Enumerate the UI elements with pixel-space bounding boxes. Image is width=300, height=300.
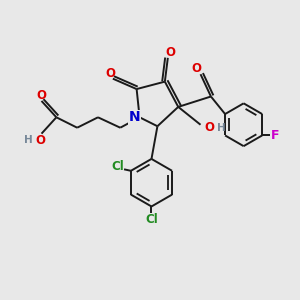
Text: F: F — [271, 129, 279, 142]
Text: O: O — [191, 62, 201, 75]
Text: Cl: Cl — [145, 213, 158, 226]
Text: O: O — [35, 134, 45, 147]
Text: H: H — [217, 123, 226, 133]
Text: N: N — [128, 110, 140, 124]
Text: Cl: Cl — [111, 160, 124, 173]
Text: O: O — [106, 67, 116, 80]
Text: O: O — [166, 46, 176, 59]
Text: H: H — [24, 135, 32, 145]
Text: O: O — [204, 121, 214, 134]
Text: O: O — [37, 88, 46, 101]
